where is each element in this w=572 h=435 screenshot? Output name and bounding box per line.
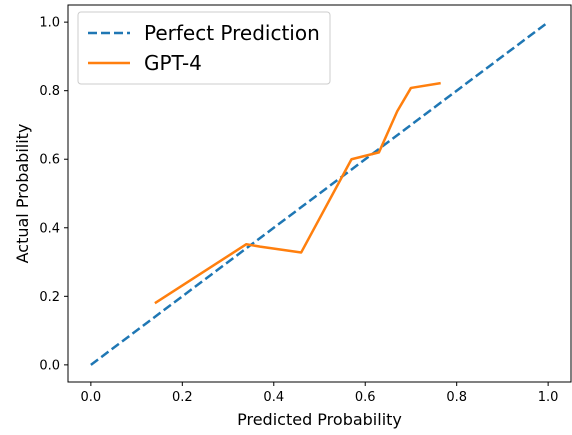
y-tick-label: 0.4 — [39, 221, 60, 236]
axes-layer: 0.0 0.2 0.4 0.6 0.8 1.0 0.0 0.2 0.4 0.6 0.8 1.0 — [39, 4, 572, 405]
series-line-perfect-prediction — [90, 21, 549, 366]
y-tick-label: 0.0 — [39, 358, 60, 373]
legend-label: GPT-4 — [144, 51, 202, 75]
x-tick-label: 0.4 — [263, 390, 284, 405]
y-tick-label: 0.6 — [39, 153, 60, 168]
axes-frame — [67, 4, 572, 383]
x-tick-label: 0.6 — [355, 390, 376, 405]
x-axis-label: Predicted Probability — [237, 410, 402, 429]
y-tick-label: 0.2 — [39, 290, 60, 305]
y-axis-label: Actual Probability — [13, 124, 32, 264]
x-tick-label: 1.0 — [538, 390, 559, 405]
x-tick-label: 0.2 — [172, 390, 193, 405]
legend-label: Perfect Prediction — [144, 21, 320, 45]
y-tick-label: 1.0 — [39, 16, 60, 31]
series-line-gpt-4 — [154, 81, 441, 305]
legend-box — [77, 11, 331, 85]
legend: Perfect Prediction GPT-4 — [77, 11, 331, 85]
x-tick-label: 0.0 — [81, 390, 102, 405]
y-tick-label: 0.8 — [39, 84, 60, 99]
series-layer — [90, 21, 549, 366]
x-tick-label: 0.8 — [446, 390, 467, 405]
